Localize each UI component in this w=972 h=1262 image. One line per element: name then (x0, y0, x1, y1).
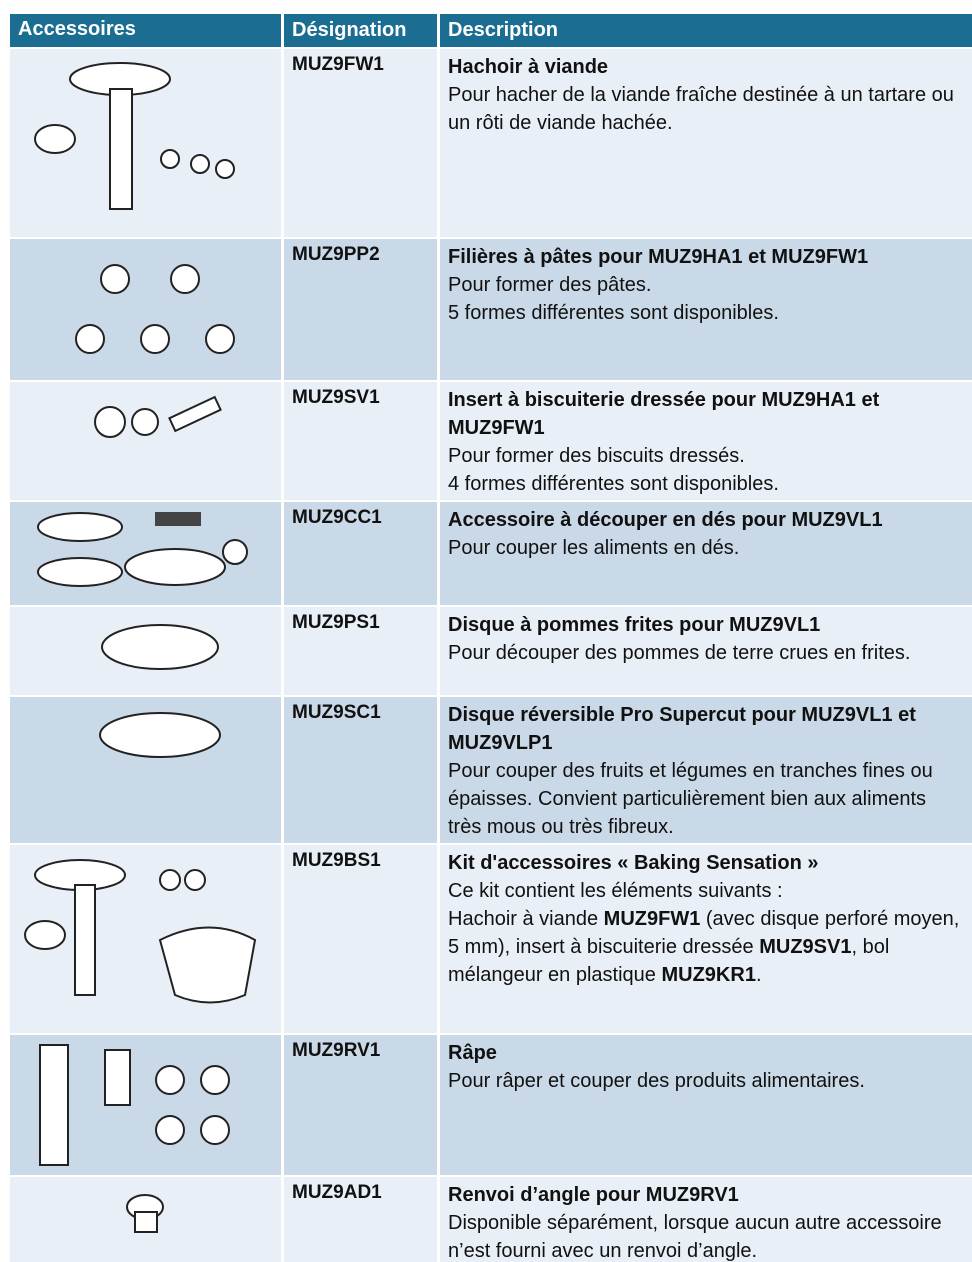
description-text: Pour couper des fruits et légumes en tra… (448, 760, 933, 838)
illustration-cell (10, 502, 281, 605)
illustration (39, 1044, 230, 1166)
header-row: Accessoires Désignation Description (10, 14, 972, 47)
description-text: 5 formes différentes sont disponibles. (448, 302, 779, 324)
text-run: (avec disque perforé moyen, 5 mm), inser… (448, 908, 960, 958)
description-title: Disque réversible Pro Supercut pour MUZ9… (448, 704, 916, 754)
illustration-cell (10, 1177, 281, 1262)
description-cell: Râpe Pour râper et couper des produits al… (440, 1035, 972, 1175)
description-title: Disque à pommes frites pour MUZ9VL1 (448, 614, 821, 636)
description-title: Hachoir à viande (448, 56, 609, 78)
description-title: Kit d'accessoires « Baking Sensation » (448, 852, 819, 874)
designation: MUZ9AD1 (284, 1177, 437, 1262)
illustration-cell (10, 49, 281, 237)
table-row: MUZ9RV1 Râpe Pour râper et couper des prod… (10, 1035, 972, 1175)
illustration (101, 624, 219, 670)
text-run: , bol mélangeur en plastique (448, 936, 890, 986)
illustration (99, 712, 221, 758)
description-text: Pour râper et couper des produits alimen… (448, 1070, 865, 1092)
description-title: Râpe (448, 1042, 497, 1064)
header-cell: Désignation (284, 14, 437, 47)
header-cell: Description (440, 14, 972, 47)
description-text: Ce kit contient les éléments suivants : (448, 880, 783, 902)
description-cell: Hachoir à viande Pour hacher de la viande… (440, 49, 972, 237)
illustration (37, 512, 248, 587)
table-row: MUZ9BS1 Kit d'accessoires « Baking Sensat… (10, 845, 972, 1033)
illustration-cell (10, 1035, 281, 1175)
description-title: Accessoire à découper en dés pour MUZ9VL… (448, 509, 883, 531)
description-cell: Accessoire à découper en dés pour MUZ9VL… (440, 502, 972, 605)
illustration (34, 62, 235, 210)
table-row: MUZ9FW1 Hachoir à viande Pour hacher de la… (10, 49, 972, 237)
illustration-cell (10, 607, 281, 695)
designation: MUZ9PP2 (284, 239, 437, 380)
description-title: Renvoi d’angle pour MUZ9RV1 (448, 1184, 739, 1206)
table-row: MUZ9PP2 Filières à pâtes pour MUZ9HA1 et … (10, 239, 972, 380)
table-row: MUZ9CC1 Accessoire à découper en dés pour… (10, 502, 972, 605)
designation: MUZ9SV1 (284, 382, 437, 500)
description-cell: Insert à biscuiterie dressée pour MUZ9HA… (440, 382, 972, 500)
description-cell: Disque réversible Pro Supercut pour MUZ9… (440, 697, 972, 843)
table-row: MUZ9SC1 Disque réversible Pro Supercut po… (10, 697, 972, 843)
text-run: MUZ9SV1 (759, 936, 852, 958)
designation: MUZ9BS1 (284, 845, 437, 1033)
designation: MUZ9CC1 (284, 502, 437, 605)
description-text: Disponible séparément, lorsque aucun aut… (448, 1212, 942, 1262)
illustration (24, 859, 257, 1004)
description-text: Hachoir à viande MUZ9FW1 (avec disque pe… (448, 905, 964, 989)
description-text: Pour couper les aliments en dés. (448, 537, 740, 559)
table-row: MUZ9AD1 Renvoi d’angle pour MUZ9RV1 Dispon… (10, 1177, 972, 1262)
description-text: Pour découper des pommes de terre crues … (448, 642, 911, 664)
description-text: Pour former des pâtes. (448, 274, 652, 296)
description-title: Filières à pâtes pour MUZ9HA1 et MUZ9FW1 (448, 246, 869, 268)
text-run: Hachoir à viande (448, 908, 604, 930)
illustration-cell (10, 382, 281, 500)
table-row: MUZ9PS1 Disque à pommes frites pour MUZ9V… (10, 607, 972, 695)
description-title: Insert à biscuiterie dressée pour MUZ9HA… (448, 389, 880, 439)
description-cell: Kit d'accessoires « Baking Sensation » Ce… (440, 845, 972, 1033)
description-cell: Filières à pâtes pour MUZ9HA1 et MUZ9FW1… (440, 239, 972, 380)
illustration (126, 1194, 164, 1233)
designation: MUZ9RV1 (284, 1035, 437, 1175)
designation: MUZ9FW1 (284, 49, 437, 237)
designation: MUZ9SC1 (284, 697, 437, 843)
description-text: Pour hacher de la viande fraîche destiné… (448, 84, 954, 134)
header-cell: Accessoires (10, 14, 281, 47)
illustration (75, 264, 235, 354)
designation: MUZ9PS1 (284, 607, 437, 695)
description-cell: Renvoi d’angle pour MUZ9RV1 Disponible sé… (440, 1177, 972, 1262)
text-run: MUZ9KR1 (661, 964, 756, 986)
text-run: . (755, 964, 762, 986)
description-text: 4 formes différentes sont disponibles. (448, 473, 779, 495)
table-row: MUZ9SV1 Insert à biscuiterie dressée pour… (10, 382, 972, 500)
text-run: MUZ9FW1 (603, 908, 701, 930)
illustration (94, 395, 222, 438)
illustration-cell (10, 239, 281, 380)
description-text: Pour former des biscuits dressés. (448, 445, 745, 467)
illustration-cell (10, 697, 281, 843)
illustration-cell (10, 845, 281, 1033)
description-cell: Disque à pommes frites pour MUZ9VL1 Pour … (440, 607, 972, 695)
